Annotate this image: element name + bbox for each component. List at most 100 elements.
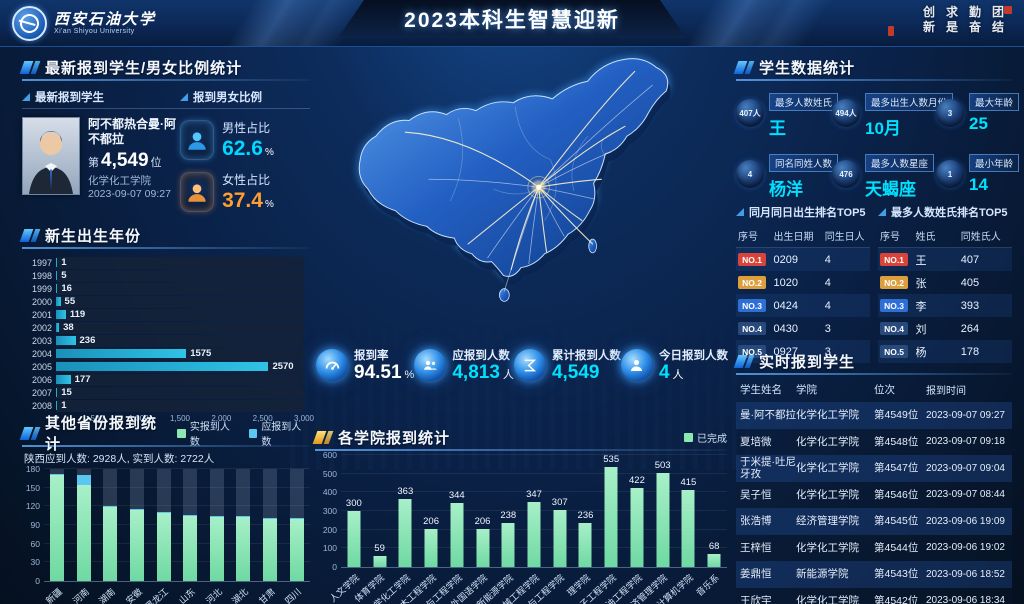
bar-stack — [76, 469, 91, 581]
table-cell: 2023-09-06 19:02 — [926, 542, 1005, 553]
birth-year-track: 177 — [56, 373, 304, 386]
motto-char: 勤 — [968, 5, 981, 19]
top5-birthday-title: 同月同日出生排名TOP5 — [749, 207, 866, 219]
table-cell: 178 — [960, 345, 980, 358]
rank-badge: NO.3 — [738, 299, 766, 312]
bar-stack: 347 — [526, 455, 542, 567]
birth-year-bar — [56, 323, 60, 332]
bar-slot: 59 — [367, 455, 393, 567]
birth-year-axis: 0 500 1,000 1,500 2,000 2,500 3,000 — [54, 414, 314, 426]
triangle-icon — [878, 208, 886, 216]
table-cell: 264 — [960, 322, 980, 335]
table-cell: 2023-09-07 09:04 — [926, 462, 1005, 474]
city-background — [290, 290, 750, 470]
birth-year-label: 2006 — [31, 374, 52, 385]
table-cell: 于米提·吐尼牙孜 — [740, 456, 796, 481]
student-stat-cell: 3 最大年龄 25 — [936, 93, 1020, 139]
student-rank: 4,549 — [101, 150, 149, 171]
stat-badge: 3 — [936, 99, 964, 127]
realtime-row: 吴子恒 化学化工学院 第4546位 2023-09-07 08:44 — [736, 481, 1012, 508]
table-cell: 393 — [960, 299, 980, 312]
axis-tick-label: 2,500 — [252, 414, 273, 423]
stat-text: 最多人数姓氏王 — [769, 93, 839, 139]
birth-year-row: 1998 5 — [22, 269, 310, 282]
panel-title: 新生出生年份 — [45, 227, 142, 245]
bar-stack — [50, 469, 65, 581]
table-cell: 2023-09-07 09:27 — [926, 409, 1005, 421]
province-chart — [44, 468, 310, 582]
table-cell: 第4548位 — [874, 435, 919, 448]
table-row: NO.2 1020 4 — [736, 271, 870, 294]
student-college: 化学化工学院 — [88, 174, 151, 187]
bar-actual — [450, 502, 464, 567]
bar-stack: 206 — [423, 455, 439, 567]
bar-stack — [236, 469, 251, 581]
birth-year-label: 2000 — [31, 296, 52, 307]
grid-line — [44, 524, 310, 525]
table-cell: 第4549位 — [874, 409, 919, 422]
panel-accent — [19, 60, 41, 74]
gender-ratio-label: 报到男女比例 — [193, 92, 262, 104]
axis-category-label: 河北 — [203, 582, 231, 604]
axis-category-label: 四川 — [283, 582, 310, 604]
axis-category-text: 安徽 — [123, 586, 144, 604]
birth-year-label: 2002 — [31, 322, 52, 333]
bar-actual — [103, 506, 118, 581]
realtime-row: 姜鼎恒 新能源学院 第4543位 2023-09-06 18:52 — [736, 561, 1012, 588]
bar-stack — [156, 469, 171, 581]
bar-slot — [97, 469, 124, 581]
map-flight-lines — [404, 70, 653, 292]
birth-year-track: 16 — [56, 282, 304, 295]
stat-value: 杨洋 — [769, 180, 803, 199]
stat-value: 王 — [769, 119, 786, 138]
table-cell: 张浩博 — [740, 515, 772, 528]
table-cell: 第4543位 — [874, 568, 919, 581]
bar-value-label: 307 — [551, 496, 568, 508]
bar-slot — [257, 469, 284, 581]
rank-cell: NO.5 — [880, 345, 915, 358]
axis-tick-label: 3,000 — [293, 414, 315, 423]
table-cell: 化学化工学院 — [796, 409, 859, 422]
stat-label: 最多出生人数月份 — [865, 93, 954, 111]
grid-line — [341, 491, 727, 493]
bar-actual — [347, 511, 361, 567]
panel-title: 最新报到学生/男女比例统计 — [45, 59, 243, 77]
birth-year-row: 2001 119 — [22, 308, 310, 321]
bar-stack: 238 — [500, 455, 516, 567]
motto-char: 结 — [991, 20, 1004, 34]
birth-year-track: 236 — [56, 334, 304, 347]
bar-slot — [283, 469, 310, 581]
table-row: NO.4 刘 264 — [878, 317, 1012, 340]
top5-surname-table: 最多人数姓氏排名TOP5 序号 姓氏 同姓氏人 NO.1 王 407 NO.2 张 405 NO… — [878, 204, 1012, 363]
bar-slot: 347 — [521, 455, 547, 567]
axis-category-label: 黑龙江 — [144, 582, 177, 604]
bar-expected — [50, 474, 65, 476]
stat-badge: 4 — [736, 160, 764, 188]
birth-year-bar — [56, 284, 58, 293]
axis-tick-label: 300 — [322, 506, 337, 516]
axis-category-text: 湖南 — [97, 586, 118, 604]
column-header: 学生姓名 — [740, 384, 782, 396]
table-cell: 2023-09-07 09:18 — [926, 436, 1005, 447]
seal-stamp — [1004, 6, 1012, 14]
bar-stack: 59 — [373, 455, 387, 567]
motto-char: 是 — [945, 20, 958, 34]
realtime-row: 张浩博 经济管理学院 第4545位 2023-09-06 19:09 — [736, 508, 1012, 535]
column-header: 出生日期 — [773, 232, 814, 243]
birth-year-track: 1 — [56, 256, 304, 269]
bar-actual — [156, 512, 171, 581]
birth-year-row: 2002 38 — [22, 321, 310, 334]
column-header: 报到时间 — [926, 386, 966, 397]
panel-province: 其他省份报到统计 实报到人数 应报到人数 陕西应到人数: 2928人, 实到人数… — [19, 415, 310, 604]
axis-category-text: 四川 — [283, 586, 304, 604]
grid-line — [341, 472, 727, 474]
stat-badge: 407人 — [736, 99, 764, 127]
panel-accent — [733, 60, 755, 74]
bar-slot: 307 — [547, 455, 573, 567]
table-cell: 0927 — [773, 345, 798, 358]
birth-year-value: 38 — [63, 322, 74, 333]
bar-stack: 236 — [578, 455, 593, 567]
column-header: 学院 — [796, 384, 817, 396]
table-cell: 王梓恒 — [740, 541, 772, 554]
